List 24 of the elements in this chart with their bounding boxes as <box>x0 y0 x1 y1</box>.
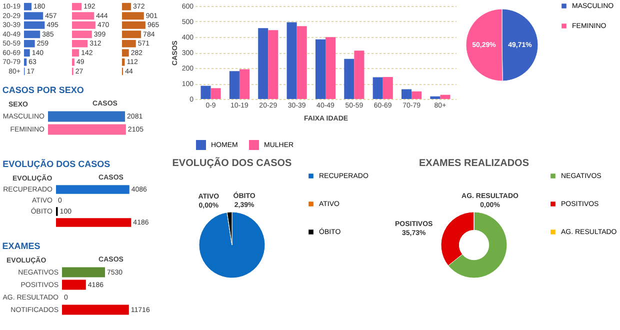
bar <box>239 69 250 99</box>
bar <box>258 28 268 99</box>
bar <box>229 71 240 99</box>
bar <box>286 22 297 99</box>
bar <box>382 76 393 99</box>
bar <box>412 91 422 99</box>
bar <box>210 88 221 99</box>
pie-slice <box>198 212 266 278</box>
bar <box>354 50 364 99</box>
bar <box>430 96 440 99</box>
bar <box>440 94 450 99</box>
bar <box>296 26 307 99</box>
bar <box>402 89 412 99</box>
bar <box>315 39 326 99</box>
bar <box>268 30 278 99</box>
chart-title: EVOLUÇÃO DOS CASOS <box>172 157 292 169</box>
bar <box>372 77 383 99</box>
chart-title: EXAMES <box>2 241 40 251</box>
bar <box>326 37 336 99</box>
chart-title: EVOLUÇÃO DOS CASOS <box>2 158 110 169</box>
chart-title: EXAMES REALIZADOS <box>418 158 530 169</box>
bar <box>344 58 354 99</box>
chart-title: CASOS POR SEXO <box>2 85 84 95</box>
bar <box>200 86 211 99</box>
